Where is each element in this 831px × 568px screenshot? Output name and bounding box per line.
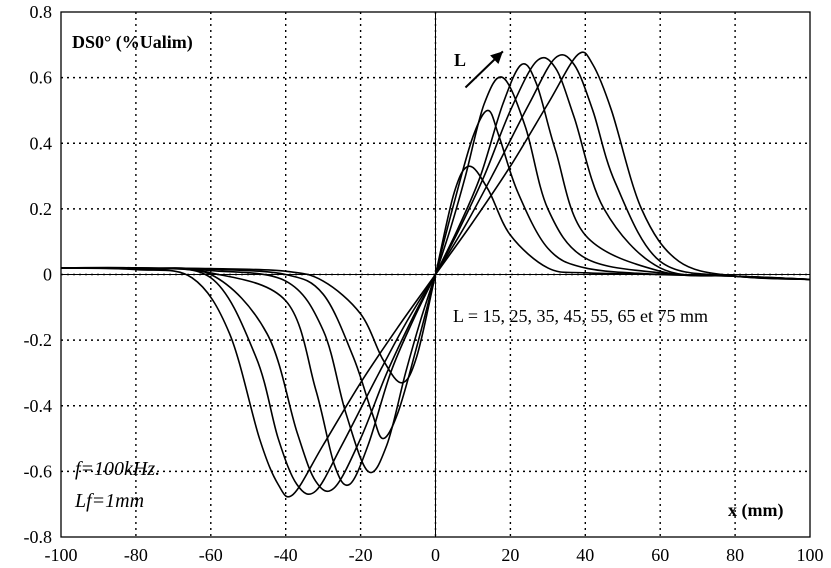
x-tick-label: -80 [124, 545, 148, 565]
series-line-7 [60, 51, 811, 498]
x-tick-label: 20 [501, 545, 519, 565]
tick-layer: -100 -80 -60 -40 -20 0 20 40 60 80 100 0.8 0.6 0.4 0.2… [24, 2, 824, 565]
x-tick-label: -40 [274, 545, 298, 565]
y-tick-label: 0.6 [30, 68, 53, 88]
chart-title: DS0° (%Ualim) [72, 32, 193, 53]
y-tick-label: -0.8 [24, 527, 53, 547]
y-tick-label: 0.8 [30, 2, 53, 22]
y-tick-label: 0.4 [30, 133, 53, 153]
x-tick-label: 100 [797, 545, 824, 565]
x-tick-label: 80 [726, 545, 744, 565]
y-tick-label: 0 [43, 265, 52, 285]
x-tick-label: -20 [349, 545, 373, 565]
x-tick-label: -100 [45, 545, 78, 565]
y-tick-label: 0.2 [30, 199, 53, 219]
x-tick-label: 0 [431, 545, 440, 565]
x-tick-label: 40 [576, 545, 594, 565]
x-tick-label: 60 [651, 545, 669, 565]
plot-frame [60, 11, 811, 538]
frequency-note: f=100kHz. [75, 458, 160, 480]
y-tick-label: -0.6 [24, 461, 53, 481]
series-layer [60, 51, 811, 498]
lengths-note: L = 15, 25, 35, 45, 55, 65 et 75 mm [453, 306, 708, 326]
y-tick-label: -0.4 [24, 396, 53, 416]
x-axis-label: x (mm) [728, 500, 783, 521]
lf-note: Lf=1mm [74, 490, 144, 512]
x-tick-label: -60 [199, 545, 223, 565]
arrow-head [490, 51, 503, 65]
y-tick-label: -0.2 [24, 330, 53, 350]
arrow-label: L [454, 50, 466, 70]
